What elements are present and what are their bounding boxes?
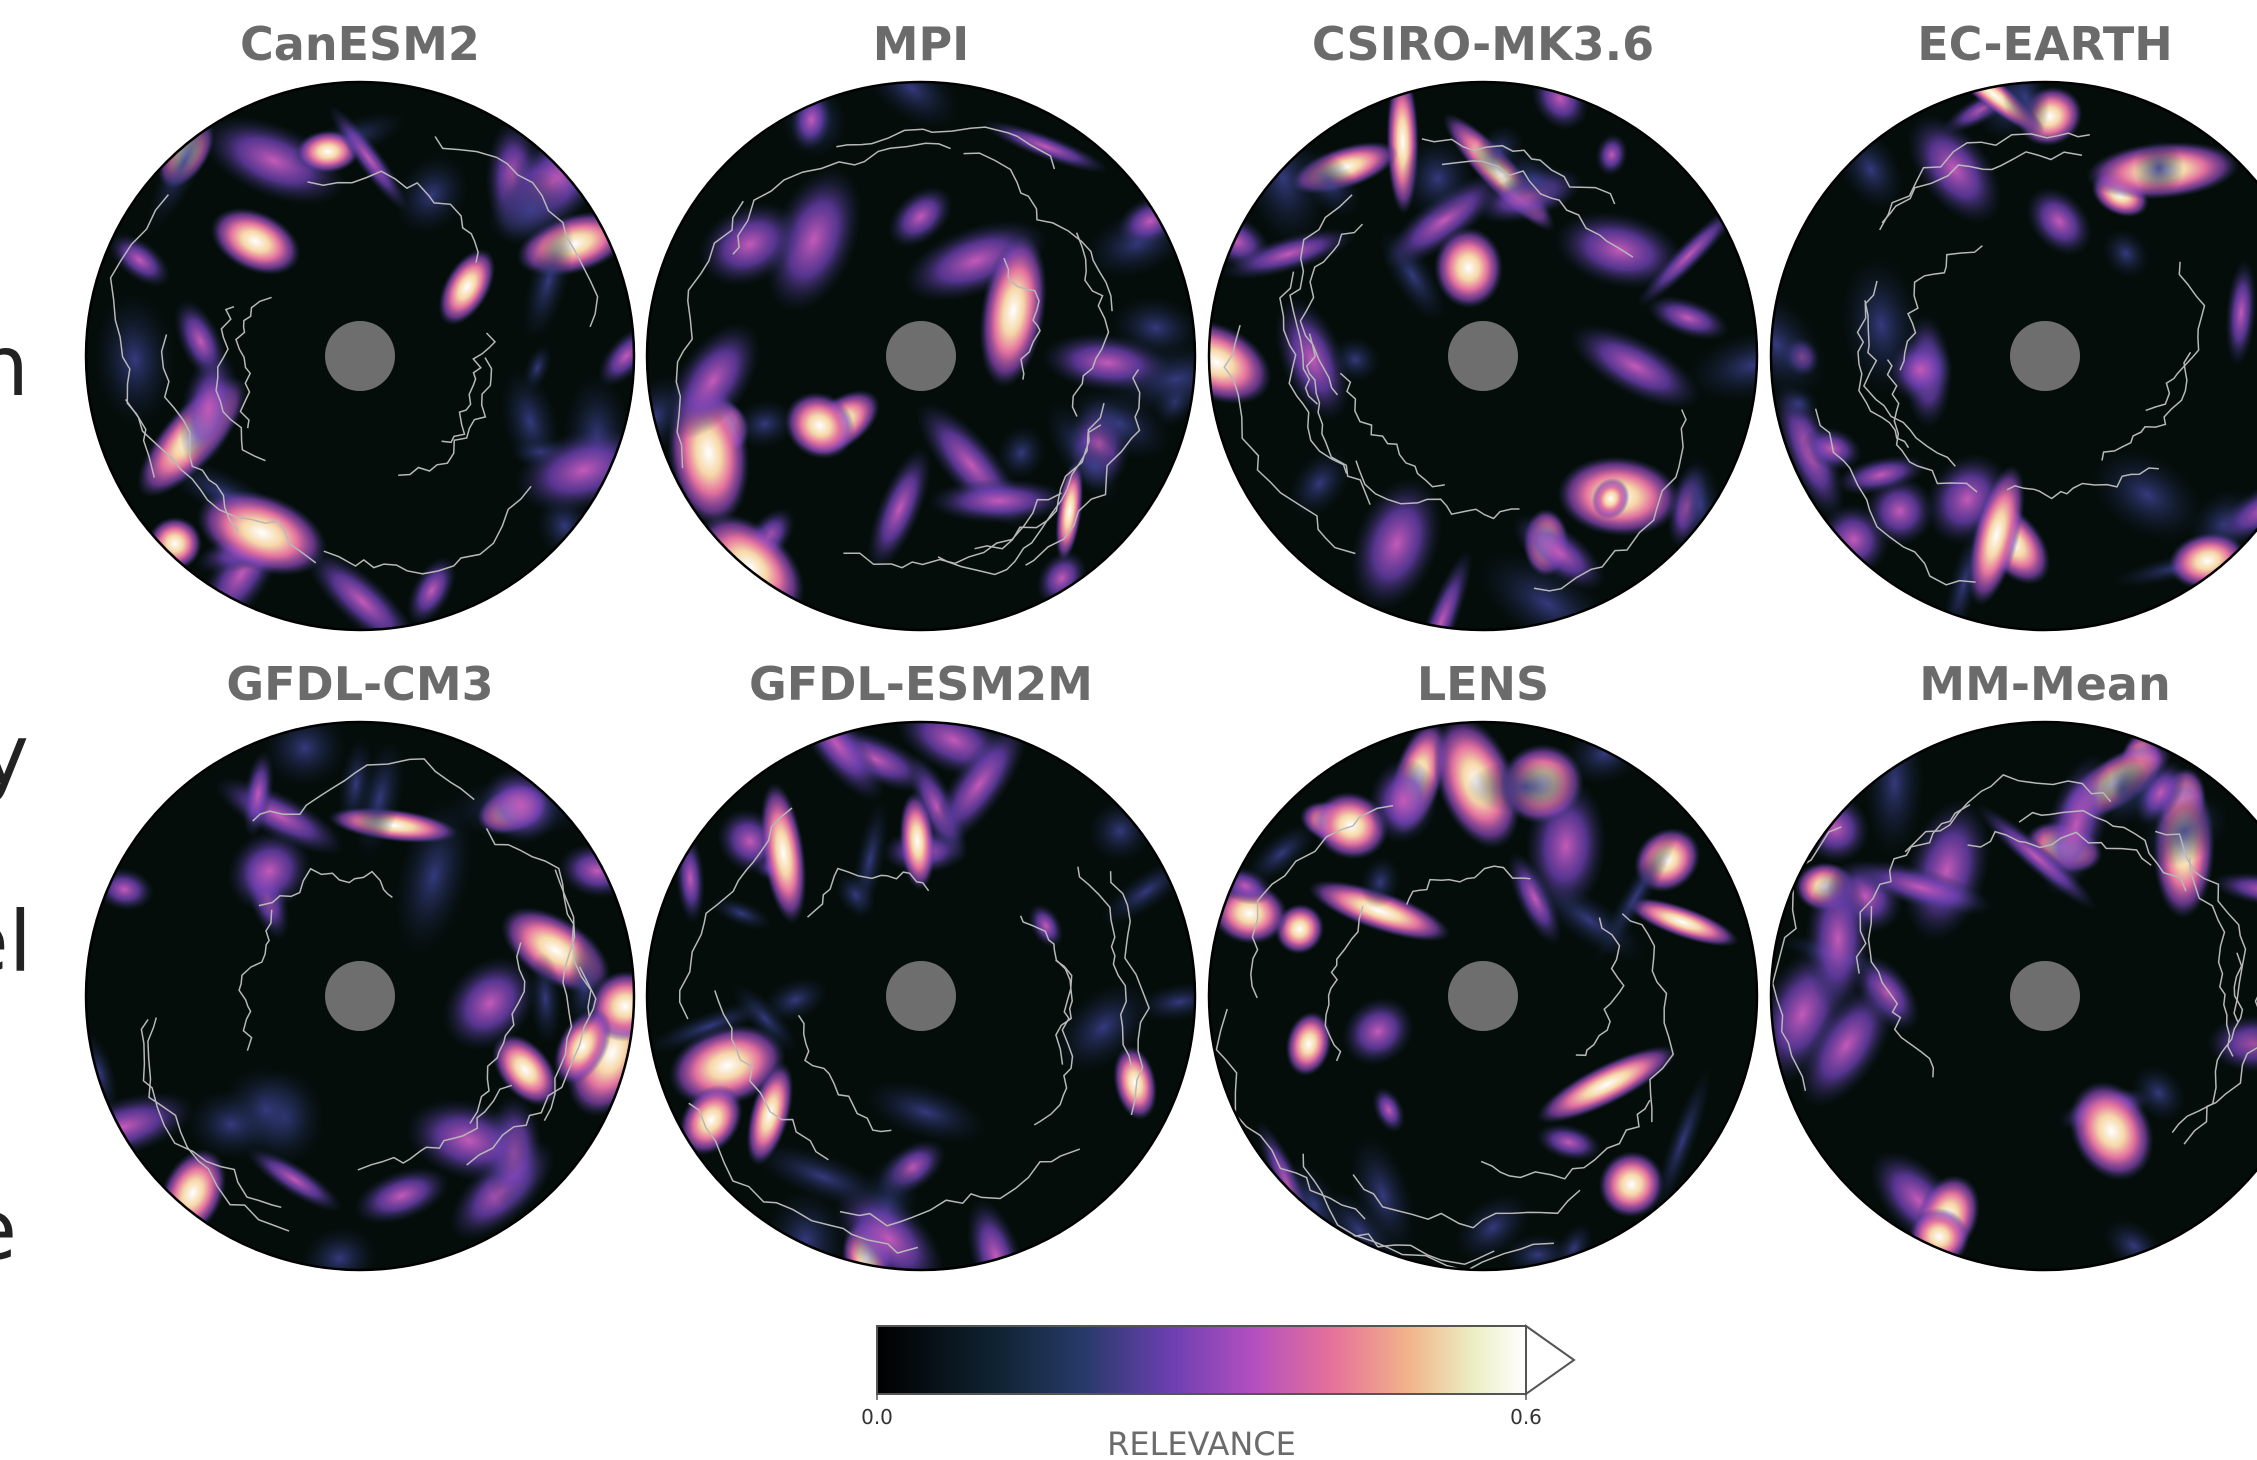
figure: n y el e CanESM2 MPI CSIRO-MK3.6 EC-EARTH GFDL-… bbox=[0, 0, 2257, 1460]
map-field bbox=[1706, 45, 2257, 650]
pole-mask bbox=[2010, 961, 2080, 1031]
panel-title: MM-Mean bbox=[1919, 657, 2170, 711]
colorbar: 0.0 0.6 RELEVANCE bbox=[861, 1326, 1574, 1460]
pole-mask bbox=[325, 321, 395, 391]
side-text: n y el e bbox=[0, 317, 32, 1279]
side-fragment: el bbox=[0, 893, 32, 991]
colorbar-label: RELEVANCE bbox=[1107, 1425, 1296, 1460]
colorbar-extend bbox=[1526, 1326, 1574, 1394]
panel-title: MPI bbox=[873, 17, 970, 71]
panel-title: CSIRO-MK3.6 bbox=[1312, 17, 1654, 71]
panel-title: GFDL-CM3 bbox=[226, 657, 493, 711]
pole-mask bbox=[2010, 321, 2080, 391]
polar-map bbox=[45, 704, 675, 1297]
colorbar-tick-label: 0.0 bbox=[861, 1405, 893, 1429]
polar-map bbox=[1148, 56, 1827, 703]
side-fragment: y bbox=[0, 706, 29, 804]
polar-map bbox=[1207, 704, 1757, 1282]
polar-map bbox=[608, 32, 1256, 640]
polar-map bbox=[1706, 45, 2257, 650]
relevance-blob bbox=[148, 517, 203, 571]
map-grid: CanESM2 MPI CSIRO-MK3.6 EC-EARTH GFDL-CM3 GFD… bbox=[45, 17, 2257, 1320]
panel-title: CanESM2 bbox=[240, 17, 480, 71]
polar-map bbox=[1737, 709, 2257, 1284]
side-fragment: e bbox=[0, 1181, 17, 1279]
pole-mask bbox=[1448, 321, 1518, 391]
side-fragment: n bbox=[0, 317, 29, 415]
colorbar-tick-label: 0.6 bbox=[1510, 1405, 1542, 1429]
pole-mask bbox=[886, 321, 956, 391]
pole-mask bbox=[886, 961, 956, 1031]
panel-title: EC-EARTH bbox=[1917, 17, 2173, 71]
colorbar-ramp bbox=[877, 1326, 1526, 1394]
panel-title: GFDL-ESM2M bbox=[749, 657, 1093, 711]
panel-title: LENS bbox=[1417, 657, 1549, 711]
pole-mask bbox=[325, 961, 395, 1031]
polar-map bbox=[86, 82, 665, 669]
polar-map bbox=[642, 674, 1225, 1320]
relevance-blob bbox=[1466, 760, 1584, 815]
pole-mask bbox=[1448, 961, 1518, 1031]
map-field bbox=[1737, 709, 2257, 1284]
